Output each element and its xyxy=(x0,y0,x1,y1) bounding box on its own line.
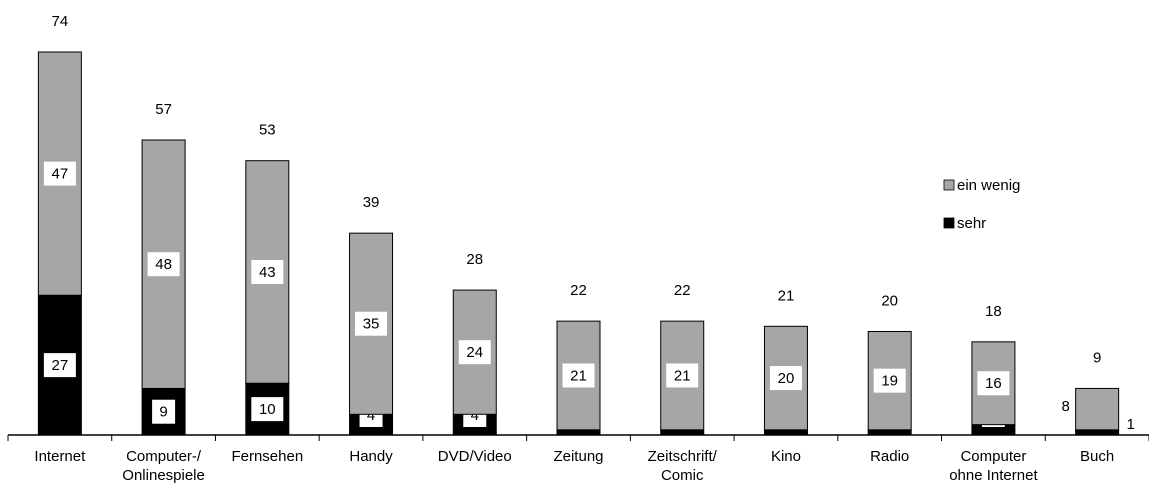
x-tick-label: Internet xyxy=(34,448,86,465)
value-label: 47 xyxy=(52,166,69,183)
total-label: 39 xyxy=(363,194,380,211)
bar-segment xyxy=(867,429,912,436)
x-tick-label: Kino xyxy=(771,448,801,465)
value-label: 4 xyxy=(367,407,375,424)
value-label: 27 xyxy=(52,357,69,374)
value-label: 8 xyxy=(1061,398,1069,415)
total-label: 20 xyxy=(881,292,898,309)
x-tick-label: Computer-/ xyxy=(126,448,202,465)
x-tick-label: Fernsehen xyxy=(231,448,303,465)
legend-label: ein wenig xyxy=(957,177,1020,194)
total-label: 53 xyxy=(259,122,276,139)
bar-segment xyxy=(1075,387,1120,431)
value-label-box xyxy=(666,363,699,388)
value-label-box xyxy=(977,371,1010,396)
total-label: 74 xyxy=(52,13,69,30)
x-tick-label: Handy xyxy=(349,448,393,465)
bar-segment xyxy=(1075,429,1120,436)
value-label-box xyxy=(355,311,388,336)
value-label-box xyxy=(152,399,176,424)
total-label: 22 xyxy=(674,282,691,299)
x-tick-label: Zeitschrift/ xyxy=(648,448,718,465)
value-label: 43 xyxy=(259,264,276,281)
value-label: 21 xyxy=(674,367,691,384)
x-tick-label: Computer xyxy=(960,448,1026,465)
value-label: 24 xyxy=(466,344,483,361)
value-label-box xyxy=(43,161,76,186)
total-label: 28 xyxy=(466,251,483,268)
value-label-box xyxy=(458,340,491,365)
bar-segment xyxy=(763,429,808,436)
value-label: 4 xyxy=(471,407,479,424)
x-tick-label: Buch xyxy=(1080,448,1114,465)
x-tick-label: DVD/Video xyxy=(438,448,512,465)
value-label: 1 xyxy=(1126,416,1134,433)
value-label: 10 xyxy=(259,401,276,418)
x-tick-label: Zeitung xyxy=(553,448,603,465)
total-label: 57 xyxy=(155,101,172,118)
value-label: 16 xyxy=(985,375,1002,392)
bar-segment xyxy=(556,429,601,436)
value-label-box xyxy=(251,259,284,284)
value-label: 19 xyxy=(881,373,898,390)
total-label: 22 xyxy=(570,282,587,299)
bar-segment xyxy=(660,429,705,436)
x-tick-label: ohne Internet xyxy=(949,467,1038,484)
total-label: 21 xyxy=(778,287,795,304)
value-label: 9 xyxy=(159,404,167,421)
total-label: 9 xyxy=(1093,349,1101,366)
value-label-box xyxy=(769,366,802,391)
value-label: 20 xyxy=(778,370,795,387)
legend-swatch xyxy=(943,179,955,191)
value-label: 35 xyxy=(363,316,380,333)
legend-label: sehr xyxy=(957,215,986,232)
value-label-box xyxy=(873,368,906,393)
legend-swatch xyxy=(943,217,955,229)
value-label: 21 xyxy=(570,367,587,384)
x-tick-label: Comic xyxy=(661,467,704,484)
value-label-box xyxy=(562,363,595,388)
value-label-box xyxy=(43,353,76,378)
value-label-box xyxy=(251,397,284,422)
x-tick-label: Radio xyxy=(870,448,909,465)
x-tick-label: Onlinespiele xyxy=(122,467,205,484)
total-label: 18 xyxy=(985,303,1002,320)
value-label-box xyxy=(147,252,180,277)
value-label: 48 xyxy=(155,256,172,273)
